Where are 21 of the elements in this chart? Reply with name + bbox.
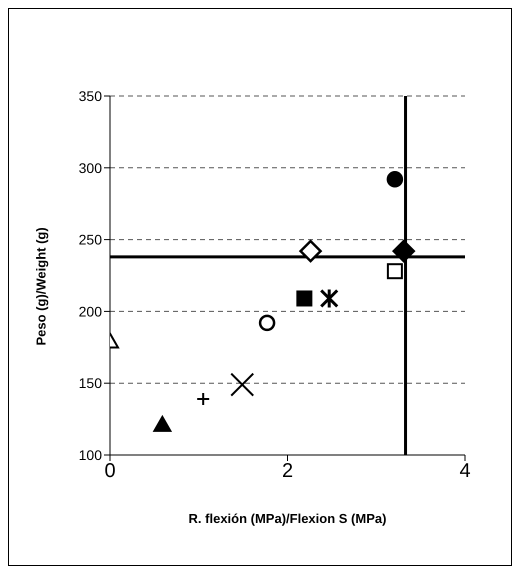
point — [153, 416, 172, 432]
point — [230, 372, 254, 397]
point — [386, 263, 403, 280]
point — [296, 290, 312, 306]
point — [392, 240, 416, 262]
y-tick-label: 200 — [78, 303, 102, 320]
y-axis-title: Peso (g)/Weight (g) — [34, 227, 49, 346]
point — [258, 314, 276, 332]
x-axis-title: R. flexión (MPa)/Flexion S (MPa) — [188, 511, 386, 526]
point — [386, 171, 404, 188]
point — [196, 392, 210, 406]
y-tick-label: 350 — [78, 88, 102, 104]
y-tick-label: 100 — [78, 446, 102, 463]
y-tick-label: 150 — [78, 375, 102, 392]
point — [299, 240, 322, 262]
y-tick-label: 250 — [78, 232, 102, 248]
point — [320, 288, 339, 309]
x-tick-label: 0 — [104, 460, 116, 482]
x-tick-label: 2 — [282, 460, 294, 482]
x-tick-label: 4 — [459, 460, 471, 482]
y-tick-label: 300 — [78, 160, 102, 176]
